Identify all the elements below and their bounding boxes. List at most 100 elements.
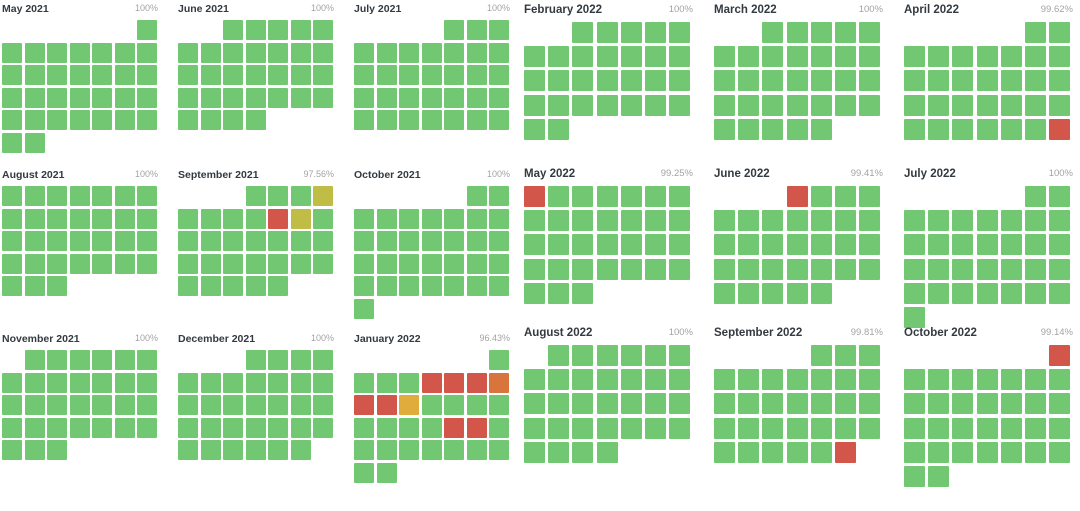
day-cell[interactable]: [1025, 417, 1046, 439]
day-cell[interactable]: [466, 42, 487, 63]
day-cell[interactable]: [466, 208, 487, 229]
day-cell[interactable]: [2, 186, 22, 206]
day-cell[interactable]: [466, 395, 487, 415]
day-cell[interactable]: [645, 186, 666, 207]
day-cell[interactable]: [69, 87, 90, 108]
day-cell[interactable]: [421, 276, 442, 296]
day-cell[interactable]: [313, 186, 333, 206]
day-cell[interactable]: [489, 20, 509, 40]
day-cell[interactable]: [200, 417, 221, 438]
day-cell[interactable]: [859, 234, 881, 256]
day-cell[interactable]: [137, 110, 157, 130]
day-cell[interactable]: [354, 276, 374, 296]
day-cell[interactable]: [178, 231, 198, 251]
day-cell[interactable]: [1049, 210, 1071, 232]
day-cell[interactable]: [466, 87, 487, 108]
day-cell[interactable]: [137, 65, 157, 85]
day-cell[interactable]: [24, 208, 45, 229]
day-cell[interactable]: [47, 395, 67, 415]
day-cell[interactable]: [645, 210, 666, 232]
day-cell[interactable]: [47, 372, 67, 393]
day-cell[interactable]: [444, 253, 464, 274]
day-cell[interactable]: [313, 350, 333, 370]
day-cell[interactable]: [596, 70, 618, 92]
day-cell[interactable]: [114, 350, 135, 370]
day-cell[interactable]: [200, 87, 221, 108]
day-cell[interactable]: [223, 253, 243, 274]
day-cell[interactable]: [762, 369, 784, 391]
day-cell[interactable]: [421, 417, 442, 438]
day-cell[interactable]: [313, 395, 333, 415]
day-cell[interactable]: [268, 87, 288, 108]
day-cell[interactable]: [290, 65, 311, 85]
day-cell[interactable]: [489, 395, 509, 415]
day-cell[interactable]: [645, 70, 666, 92]
day-cell[interactable]: [444, 20, 464, 40]
day-cell[interactable]: [69, 42, 90, 63]
day-cell[interactable]: [200, 208, 221, 229]
day-cell[interactable]: [114, 87, 135, 108]
day-cell[interactable]: [524, 46, 545, 68]
day-cell[interactable]: [421, 440, 442, 460]
day-cell[interactable]: [1025, 393, 1046, 415]
day-cell[interactable]: [835, 70, 856, 92]
day-cell[interactable]: [200, 372, 221, 393]
day-cell[interactable]: [444, 65, 464, 85]
day-cell[interactable]: [1025, 94, 1046, 116]
day-cell[interactable]: [669, 186, 691, 207]
day-cell[interactable]: [178, 395, 198, 415]
day-cell[interactable]: [114, 208, 135, 229]
day-cell[interactable]: [714, 441, 735, 463]
day-cell[interactable]: [928, 210, 950, 232]
day-cell[interactable]: [92, 208, 112, 229]
day-cell[interactable]: [596, 210, 618, 232]
day-cell[interactable]: [489, 440, 509, 460]
day-cell[interactable]: [786, 210, 808, 232]
day-cell[interactable]: [354, 395, 374, 415]
day-cell[interactable]: [645, 234, 666, 256]
day-cell[interactable]: [137, 372, 157, 393]
day-cell[interactable]: [810, 46, 832, 68]
day-cell[interactable]: [835, 46, 856, 68]
day-cell[interactable]: [548, 345, 570, 366]
day-cell[interactable]: [223, 208, 243, 229]
day-cell[interactable]: [268, 186, 288, 206]
day-cell[interactable]: [548, 369, 570, 391]
day-cell[interactable]: [24, 42, 45, 63]
day-cell[interactable]: [669, 417, 691, 439]
day-cell[interactable]: [904, 94, 925, 116]
day-cell[interactable]: [524, 70, 545, 92]
day-cell[interactable]: [669, 210, 691, 232]
day-cell[interactable]: [399, 395, 419, 415]
day-cell[interactable]: [928, 258, 950, 280]
day-cell[interactable]: [2, 208, 22, 229]
day-cell[interactable]: [2, 372, 22, 393]
day-cell[interactable]: [714, 94, 735, 116]
day-cell[interactable]: [762, 70, 784, 92]
day-cell[interactable]: [738, 210, 760, 232]
day-cell[interactable]: [1000, 210, 1022, 232]
day-cell[interactable]: [904, 282, 925, 304]
day-cell[interactable]: [548, 393, 570, 415]
day-cell[interactable]: [859, 22, 881, 43]
day-cell[interactable]: [466, 20, 487, 40]
day-cell[interactable]: [114, 417, 135, 438]
day-cell[interactable]: [137, 417, 157, 438]
day-cell[interactable]: [376, 395, 397, 415]
day-cell[interactable]: [835, 393, 856, 415]
day-cell[interactable]: [92, 372, 112, 393]
day-cell[interactable]: [376, 276, 397, 296]
day-cell[interactable]: [859, 94, 881, 116]
day-cell[interactable]: [762, 441, 784, 463]
day-cell[interactable]: [290, 372, 311, 393]
day-cell[interactable]: [200, 440, 221, 460]
day-cell[interactable]: [762, 282, 784, 304]
day-cell[interactable]: [24, 395, 45, 415]
day-cell[interactable]: [92, 231, 112, 251]
day-cell[interactable]: [572, 210, 594, 232]
day-cell[interactable]: [810, 441, 832, 463]
day-cell[interactable]: [810, 417, 832, 439]
day-cell[interactable]: [137, 231, 157, 251]
day-cell[interactable]: [137, 253, 157, 274]
day-cell[interactable]: [69, 253, 90, 274]
